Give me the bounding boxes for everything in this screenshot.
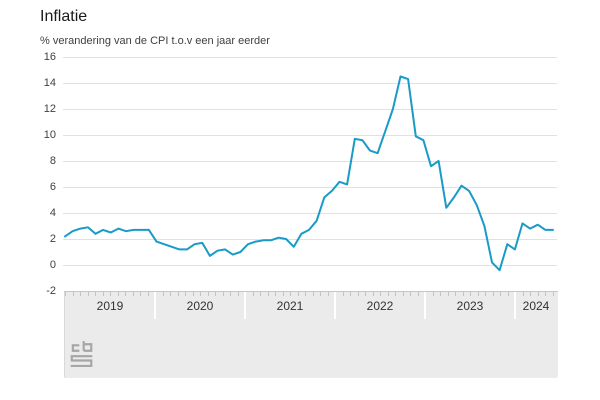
y-tick-label--2: -2 [46, 285, 56, 297]
y-tick-label-0: 0 [49, 259, 56, 271]
month-tick [147, 292, 149, 296]
month-tick [252, 292, 254, 296]
month-tick [350, 292, 351, 296]
year-label-2023: 2023 [456, 299, 484, 313]
year-label-2021: 2021 [276, 299, 304, 313]
y-tick-label-16: 16 [43, 51, 56, 63]
month-tick [477, 292, 479, 296]
gridline-10 [63, 135, 557, 136]
month-tick [267, 292, 269, 296]
month-tick [215, 292, 216, 296]
y-tick-label-8: 8 [49, 155, 56, 167]
month-tick [327, 292, 329, 296]
month-tick [80, 292, 81, 296]
month-tick [470, 292, 471, 296]
month-tick [200, 292, 201, 296]
month-tick [207, 292, 209, 296]
month-tick [522, 292, 524, 296]
month-tick [402, 292, 404, 296]
gridline-8 [63, 161, 557, 162]
month-tick [312, 292, 314, 296]
month-tick [140, 292, 141, 296]
month-tick [222, 292, 224, 296]
y-tick-label-4: 4 [49, 207, 56, 219]
x-axis-panel: 2019 2020 2021 2022 2023 2024 [64, 291, 558, 378]
y-tick-label-10: 10 [43, 129, 56, 141]
month-tick [552, 292, 554, 296]
y-tick-label-14: 14 [43, 77, 56, 89]
month-tick [357, 292, 359, 296]
month-tick [545, 292, 546, 296]
chart-title: Inflatie [40, 8, 88, 25]
cbs-logo-icon [70, 341, 93, 367]
year-label-2024: 2024 [522, 299, 550, 313]
gridline-0 [63, 265, 557, 266]
month-tick [432, 292, 434, 296]
gridline-16 [63, 57, 557, 58]
month-tick [132, 292, 134, 296]
month-tick [305, 292, 306, 296]
year-label-2020: 2020 [186, 299, 214, 313]
month-tick [87, 292, 89, 296]
month-tick [177, 292, 179, 296]
year-separator [154, 292, 156, 319]
month-tick [387, 292, 389, 296]
month-tick [72, 292, 74, 296]
year-separator [244, 292, 246, 319]
gridline-6 [63, 187, 557, 188]
month-tick [342, 292, 344, 296]
month-tick [395, 292, 396, 296]
gridline-4 [63, 213, 557, 214]
month-tick [185, 292, 186, 296]
year-label-2022: 2022 [366, 299, 394, 313]
gridline-12 [63, 109, 557, 110]
month-tick [192, 292, 194, 296]
year-label-2019: 2019 [96, 299, 124, 313]
y-tick-label-6: 6 [49, 181, 56, 193]
month-tick [417, 292, 419, 296]
y-tick-label-2: 2 [49, 233, 56, 245]
month-tick [447, 292, 449, 296]
month-tick [260, 292, 261, 296]
year-separator [334, 292, 336, 319]
month-tick [320, 292, 321, 296]
month-tick [95, 292, 96, 296]
month-tick [275, 292, 276, 296]
month-tick [65, 292, 66, 296]
month-tick [485, 292, 486, 296]
month-tick [530, 292, 531, 296]
month-tick [462, 292, 464, 296]
month-tick [372, 292, 374, 296]
month-tick [282, 292, 284, 296]
inflation-line [64, 75, 554, 272]
month-tick [440, 292, 441, 296]
month-tick [380, 292, 381, 296]
month-tick [537, 292, 539, 296]
month-tick [117, 292, 119, 296]
month-tick [110, 292, 111, 296]
month-tick [125, 292, 126, 296]
month-tick [492, 292, 494, 296]
chart-subtitle: % verandering van de CPI t.o.v een jaar … [40, 35, 270, 47]
month-tick [230, 292, 231, 296]
month-tick [170, 292, 171, 296]
month-tick [297, 292, 299, 296]
y-tick-label-12: 12 [43, 103, 56, 115]
month-tick [410, 292, 411, 296]
month-tick [237, 292, 239, 296]
month-tick [507, 292, 509, 296]
month-tick [162, 292, 164, 296]
month-tick [102, 292, 104, 296]
year-separator [424, 292, 426, 319]
month-tick [290, 292, 291, 296]
month-tick [500, 292, 501, 296]
gridline-2 [63, 239, 557, 240]
gridline-14 [63, 83, 557, 84]
month-tick [455, 292, 456, 296]
year-separator [514, 292, 516, 319]
month-tick [365, 292, 366, 296]
